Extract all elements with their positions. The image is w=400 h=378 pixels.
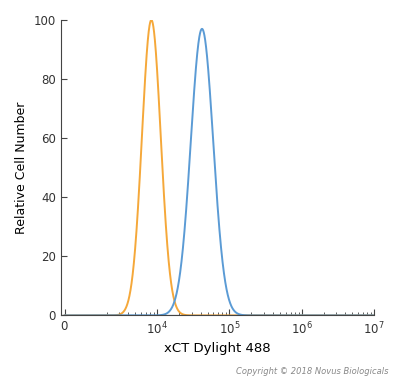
Text: Copyright © 2018 Novus Biologicals: Copyright © 2018 Novus Biologicals [236, 367, 388, 376]
X-axis label: xCT Dylight 488: xCT Dylight 488 [164, 342, 271, 355]
Y-axis label: Relative Cell Number: Relative Cell Number [15, 102, 28, 234]
